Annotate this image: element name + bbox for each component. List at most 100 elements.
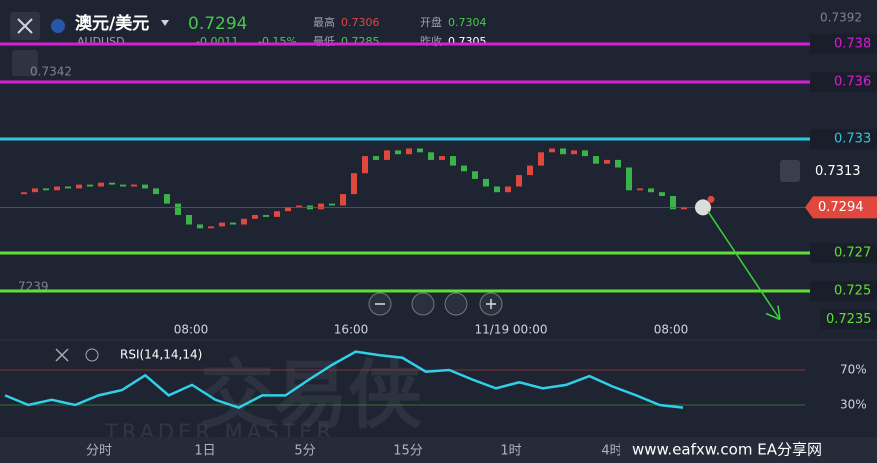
level-label: 0.738 [834, 37, 871, 52]
time-label: 08:00 [654, 323, 689, 337]
target-tag [820, 309, 877, 330]
candle [54, 186, 60, 191]
candle [494, 186, 500, 193]
time-label: 11/19 00:00 [475, 323, 548, 337]
candle [527, 165, 533, 176]
candle [340, 194, 346, 206]
rsi-settings[interactable] [85, 348, 99, 362]
dropdown-icon[interactable] [161, 20, 169, 26]
candle [351, 173, 357, 195]
candle [406, 148, 412, 155]
candle [252, 215, 258, 219]
candle [362, 156, 368, 174]
candle [164, 194, 170, 204]
timeframe-tab[interactable]: 15分 [393, 444, 423, 459]
candle [593, 156, 599, 164]
candle [571, 150, 577, 155]
ghost-axis-label: 0.7342 [30, 65, 72, 79]
candle [604, 159, 610, 164]
level-tag [810, 129, 877, 149]
candle [230, 222, 236, 225]
pair-name[interactable]: 澳元/美元 [75, 13, 149, 34]
candle [285, 207, 291, 212]
stat-value: 0.7304 [448, 16, 487, 29]
candle [329, 203, 335, 206]
candle [637, 188, 643, 191]
ghost-axis-label: 0.7392 [820, 11, 862, 25]
live-dot [707, 195, 715, 203]
candle [241, 218, 247, 225]
symbol: AUDUSD [77, 35, 125, 48]
candle [516, 175, 522, 187]
rsi-line [4, 350, 684, 409]
info-dot [695, 199, 711, 216]
candle [296, 205, 302, 208]
timeframe-tab[interactable]: 1日 [194, 444, 215, 459]
target-label: 0.7235 [826, 312, 872, 327]
candle [626, 167, 632, 191]
candle [384, 150, 390, 160]
change: -0.0011 [196, 35, 238, 48]
watermark-cn: 交易侠 [200, 353, 423, 439]
candle [439, 156, 445, 160]
candle [76, 184, 82, 189]
candle [560, 148, 566, 155]
candle [21, 192, 27, 195]
timeframe-tab[interactable]: 1时 [500, 444, 521, 459]
level-label: 0.727 [834, 246, 871, 261]
next-button[interactable] [444, 292, 468, 316]
candle [208, 226, 214, 229]
price-tag [805, 196, 877, 219]
candle [472, 171, 478, 179]
timeframe-tab[interactable]: 5分 [294, 444, 315, 459]
button-icons [375, 299, 496, 309]
candle [461, 165, 467, 172]
candle [670, 196, 676, 210]
stat-value: 0.7306 [341, 16, 380, 29]
rsi-close[interactable] [55, 348, 69, 362]
candle [142, 184, 148, 189]
change-pct: -0.15% [258, 35, 297, 48]
timeframe-tab[interactable]: 4时 [601, 444, 622, 459]
stat-label: 最低 [313, 35, 335, 48]
candle [43, 188, 49, 191]
rsi-tick-label: 30% [840, 398, 867, 412]
stat-label: 开盘 [420, 15, 442, 29]
candle [417, 148, 423, 153]
stat-label: 昨收 [420, 34, 442, 48]
candle [318, 203, 324, 210]
level-label: 0.733 [834, 132, 871, 147]
stat-value: 0.7285 [341, 35, 380, 48]
close-icon [17, 18, 33, 34]
candle [153, 188, 159, 195]
flag-icon [51, 19, 65, 33]
stat-label: 最高 [313, 15, 335, 29]
candle [615, 159, 621, 168]
level-label: 0.725 [834, 284, 871, 299]
candle [483, 178, 489, 187]
candle [263, 215, 269, 217]
candle [681, 207, 687, 210]
stat-value: 0.7305 [448, 35, 487, 48]
level-tag [810, 281, 877, 301]
candle [274, 211, 280, 217]
last-price: 0.7294 [188, 14, 247, 34]
candle [120, 184, 126, 187]
prev-button[interactable] [411, 292, 435, 316]
candle [98, 182, 104, 187]
candle [648, 188, 654, 193]
site-label: www.eafxw.com EA分享网 [632, 441, 822, 459]
candle [87, 184, 93, 187]
candle [549, 148, 555, 153]
candle [450, 156, 456, 166]
candle [65, 186, 71, 189]
timeframe-tab[interactable]: 分时 [86, 444, 112, 459]
site-bg [620, 437, 877, 463]
time-label: 08:00 [174, 323, 209, 337]
candle [109, 182, 115, 185]
candle [582, 150, 588, 157]
alert-bell[interactable] [780, 160, 800, 182]
candle [659, 192, 665, 196]
expand-button[interactable] [12, 50, 38, 76]
